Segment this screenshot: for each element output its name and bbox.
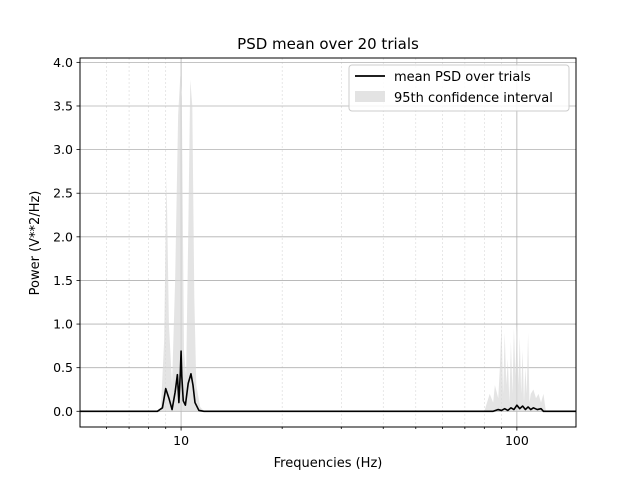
legend-label-mean: mean PSD over trials — [394, 70, 531, 85]
series-mean-psd-line — [80, 350, 576, 413]
mean-line-layer — [80, 350, 576, 413]
plot-frame — [79, 57, 577, 428]
confidence-band-layer — [80, 75, 576, 412]
x-tick-label: 10 — [173, 433, 189, 448]
x-axis-title: Frequencies (Hz) — [274, 456, 383, 471]
y-axis-title: Power (V**2/Hz) — [28, 191, 43, 296]
plot-area — [79, 57, 577, 428]
y-tick-label: 1.0 — [53, 317, 73, 332]
y-tick-label: 2.5 — [53, 186, 73, 201]
legend-swatch-confidence — [355, 91, 385, 102]
legend-label-confidence: 95th confidence interval — [394, 91, 553, 106]
x-tick-label: 100 — [505, 433, 529, 448]
y-tick-label: 4.0 — [53, 55, 73, 70]
chart-title: PSD mean over 20 trials — [237, 35, 419, 53]
y-tick-label: 2.0 — [53, 229, 73, 244]
y-tick-label: 1.5 — [53, 273, 73, 288]
series-confidence-band — [80, 75, 576, 412]
plot-background — [80, 58, 576, 427]
y-axis-ticks: 0.0 0.5 1.0 1.5 2.0 2.5 3.0 3.5 4.0 — [53, 55, 80, 419]
legend: mean PSD over trials 95th confidence int… — [348, 64, 570, 112]
y-tick-label: 0.0 — [53, 404, 73, 419]
y-tick-label: 3.0 — [53, 142, 73, 157]
y-tick-label: 3.5 — [53, 98, 73, 113]
legend-box — [348, 64, 570, 112]
x-axis-ticks: 10 100 — [106, 427, 529, 448]
y-tick-label: 0.5 — [53, 360, 73, 375]
